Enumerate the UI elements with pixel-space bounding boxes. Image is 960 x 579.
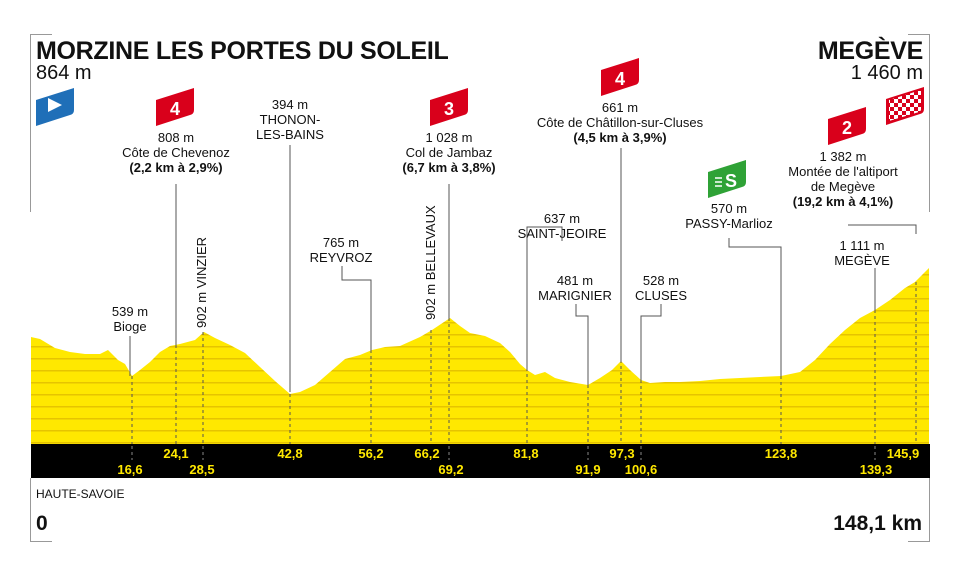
climb-cat4-flag-icon-2: 4 (601, 58, 639, 96)
climb-altitude: 808 m (157, 130, 195, 145)
km-marker: 16,6 (117, 462, 143, 477)
climb-detail: (4,5 km à 3,9%) (573, 130, 667, 145)
place-name: Bioge (113, 319, 147, 334)
sprint-label: 570 m PASSY-Marlioz (685, 201, 772, 231)
km-marker: 139,3 (859, 462, 893, 477)
place-name: REYVROZ (309, 250, 373, 265)
place-label-cluses: 528 m CLUSES (635, 273, 687, 303)
climb-altitude: 1 028 m (425, 130, 473, 145)
place-label-bioge: 539 m Bioge (112, 304, 148, 334)
climb-name: Côte de Châtillon-sur-Cluses (536, 115, 704, 130)
km-marker: 81,8 (513, 446, 539, 461)
sprint-flag-icon: S (708, 160, 746, 198)
place-altitude: 481 m (556, 273, 594, 288)
start-flag-icon (36, 88, 74, 126)
frame-bottom-right-foot (908, 541, 930, 542)
elevation-area (31, 268, 929, 444)
place-name: MEGÈVE (834, 253, 890, 268)
climb-label-jambaz: 1 028 m Col de Jambaz (6,7 km à 3,8%) (402, 130, 495, 175)
climb-name: Col de Jambaz (405, 145, 493, 160)
climb-label-chatillon: 661 m Côte de Châtillon-sur-Cluses (4,5 … (537, 100, 703, 145)
climb-name: Côte de Chevenoz (122, 145, 230, 160)
km-marker: 56,2 (358, 446, 384, 461)
finish-altitude: 1 460 m (850, 62, 923, 84)
frame-left (30, 34, 31, 212)
km-marker: 24,1 (163, 446, 189, 461)
finish-flag-icon (886, 87, 924, 125)
km-marker: 97,3 (609, 446, 635, 461)
place-name: THONON- (259, 112, 321, 127)
climb-altitude: 1 382 m (819, 149, 867, 164)
km-marker: 69,2 (438, 462, 464, 477)
climb-label-altiport: 1 382 m Montée de l'altiport de Megève (… (788, 149, 897, 209)
km-marker: 91,9 (575, 462, 601, 477)
climb-detail: (2,2 km à 2,9%) (129, 160, 223, 175)
climb-name: Montée de l'altiport (788, 164, 898, 179)
place-altitude: 528 m (642, 273, 680, 288)
climb-detail: (6,7 km à 3,8%) (402, 160, 496, 175)
place-altitude: 394 m (271, 97, 309, 112)
km-marker: 66,2 (414, 446, 440, 461)
climb-cat2-flag-icon: 2 (828, 107, 866, 145)
place-altitude: 1 111 m (839, 238, 885, 253)
place-altitude: 765 m (322, 235, 360, 250)
sprint-altitude: 570 m (710, 201, 748, 216)
place-label-marignier: 481 m MARIGNIER (538, 273, 612, 303)
distance-start: 0 (36, 512, 48, 535)
frame-right (929, 34, 930, 212)
region-label: HAUTE-SAVOIE (36, 487, 125, 501)
frame-bottom-left (30, 478, 31, 542)
start-altitude: 864 m (36, 62, 92, 84)
start-town-title: MORZINE LES PORTES DU SOLEIL (36, 37, 449, 65)
sprint-name: PASSY-Marlioz (685, 216, 773, 231)
svg-text:3: 3 (444, 99, 454, 119)
climb-cat4-flag-icon: 4 (156, 88, 194, 126)
climb-label-chevenoz: 808 m Côte de Chevenoz (2,2 km à 2,9%) (122, 130, 230, 175)
svg-text:4: 4 (615, 69, 625, 89)
km-marker: 100,6 (624, 462, 658, 477)
frame-bottom-left-foot (30, 541, 52, 542)
distance-total: 148,1 km (833, 512, 922, 535)
km-marker: 28,5 (189, 462, 215, 477)
km-marker: 145,9 (886, 446, 920, 461)
frame-top-right (908, 34, 930, 35)
finish-town-title: MEGÈVE (817, 37, 923, 65)
place-name: MARIGNIER (538, 288, 612, 303)
km-marker: 42,8 (277, 446, 303, 461)
km-marker: 123,8 (764, 446, 798, 461)
climb-name-2: de Megève (810, 179, 876, 194)
place-label-thonon: 394 m THONON- LES-BAINS (256, 97, 324, 142)
climb-cat3-flag-icon: 3 (430, 88, 468, 126)
place-label-reyvroz: 765 m REYVROZ (310, 235, 373, 265)
place-altitude: 637 m (543, 211, 581, 226)
svg-text:4: 4 (170, 99, 180, 119)
frame-bottom-right (929, 478, 930, 542)
frame-top-left (30, 34, 52, 35)
svg-text:S: S (725, 171, 737, 191)
svg-text:2: 2 (842, 118, 852, 138)
km-band (31, 444, 930, 478)
climb-altitude: 661 m (601, 100, 639, 115)
place-altitude: 539 m (111, 304, 149, 319)
place-label-megeve: 1 111 m MEGÈVE (834, 238, 890, 268)
climb-detail: (19,2 km à 4,1%) (792, 194, 894, 209)
place-name-2: LES-BAINS (256, 127, 324, 142)
place-name: CLUSES (634, 288, 688, 303)
